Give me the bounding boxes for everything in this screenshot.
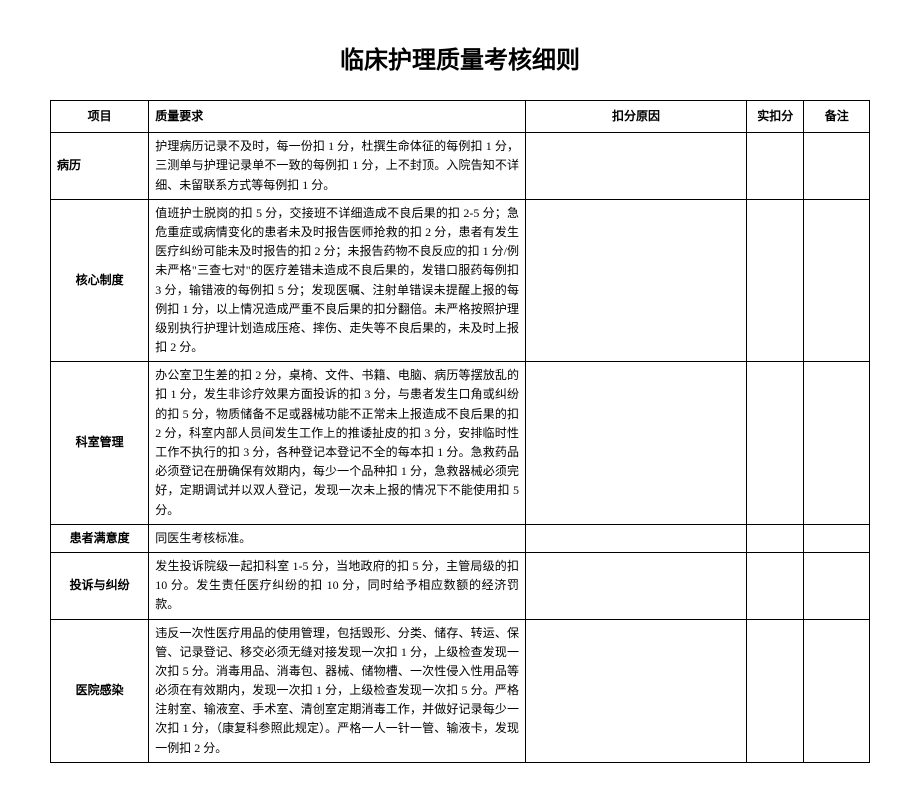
header-reason: 扣分原因 [526, 101, 747, 133]
cell-project: 核心制度 [51, 199, 149, 362]
header-note: 备注 [804, 101, 870, 133]
table-row: 核心制度 值班护士脱岗的扣 5 分，交接班不详细造成不良后果的扣 2-5 分；急… [51, 199, 870, 362]
cell-note [804, 552, 870, 619]
table-row: 患者满意度 同医生考核标准。 [51, 524, 870, 552]
cell-requirement: 办公室卫生差的扣 2 分，桌椅、文件、书籍、电脑、病历等摆放乱的扣 1 分，发生… [149, 362, 526, 525]
cell-requirement: 护理病历记录不及时，每一份扣 1 分，杜撰生命体征的每例扣 1 分，三测单与护理… [149, 133, 526, 200]
table-header-row: 项目 质量要求 扣分原因 实扣分 备注 [51, 101, 870, 133]
cell-note [804, 133, 870, 200]
header-score: 实扣分 [747, 101, 804, 133]
cell-note [804, 524, 870, 552]
cell-requirement: 违反一次性医疗用品的使用管理，包括毁形、分类、储存、转运、保管、记录登记、移交必… [149, 619, 526, 762]
table-row: 病历 护理病历记录不及时，每一份扣 1 分，杜撰生命体征的每例扣 1 分，三测单… [51, 133, 870, 200]
cell-score [747, 133, 804, 200]
cell-project: 医院感染 [51, 619, 149, 762]
cell-note [804, 619, 870, 762]
header-requirement: 质量要求 [149, 101, 526, 133]
cell-note [804, 362, 870, 525]
cell-reason [526, 524, 747, 552]
cell-reason [526, 133, 747, 200]
cell-requirement: 值班护士脱岗的扣 5 分，交接班不详细造成不良后果的扣 2-5 分；急危重症或病… [149, 199, 526, 362]
cell-project: 患者满意度 [51, 524, 149, 552]
cell-requirement: 同医生考核标准。 [149, 524, 526, 552]
page-title: 临床护理质量考核细则 [50, 40, 870, 75]
cell-project: 病历 [51, 133, 149, 200]
header-project: 项目 [51, 101, 149, 133]
assessment-table: 项目 质量要求 扣分原因 实扣分 备注 病历 护理病历记录不及时，每一份扣 1 … [50, 100, 870, 763]
cell-score [747, 524, 804, 552]
cell-requirement: 发生投诉院级一起扣科室 1-5 分，当地政府的扣 5 分，主管局级的扣 10 分… [149, 552, 526, 619]
cell-score [747, 199, 804, 362]
cell-reason [526, 362, 747, 525]
cell-reason [526, 199, 747, 362]
cell-reason [526, 619, 747, 762]
cell-score [747, 552, 804, 619]
cell-project: 科室管理 [51, 362, 149, 525]
table-row: 投诉与纠纷 发生投诉院级一起扣科室 1-5 分，当地政府的扣 5 分，主管局级的… [51, 552, 870, 619]
table-row: 医院感染 违反一次性医疗用品的使用管理，包括毁形、分类、储存、转运、保管、记录登… [51, 619, 870, 762]
table-row: 科室管理 办公室卫生差的扣 2 分，桌椅、文件、书籍、电脑、病历等摆放乱的扣 1… [51, 362, 870, 525]
cell-project: 投诉与纠纷 [51, 552, 149, 619]
cell-score [747, 619, 804, 762]
cell-reason [526, 552, 747, 619]
cell-note [804, 199, 870, 362]
cell-score [747, 362, 804, 525]
